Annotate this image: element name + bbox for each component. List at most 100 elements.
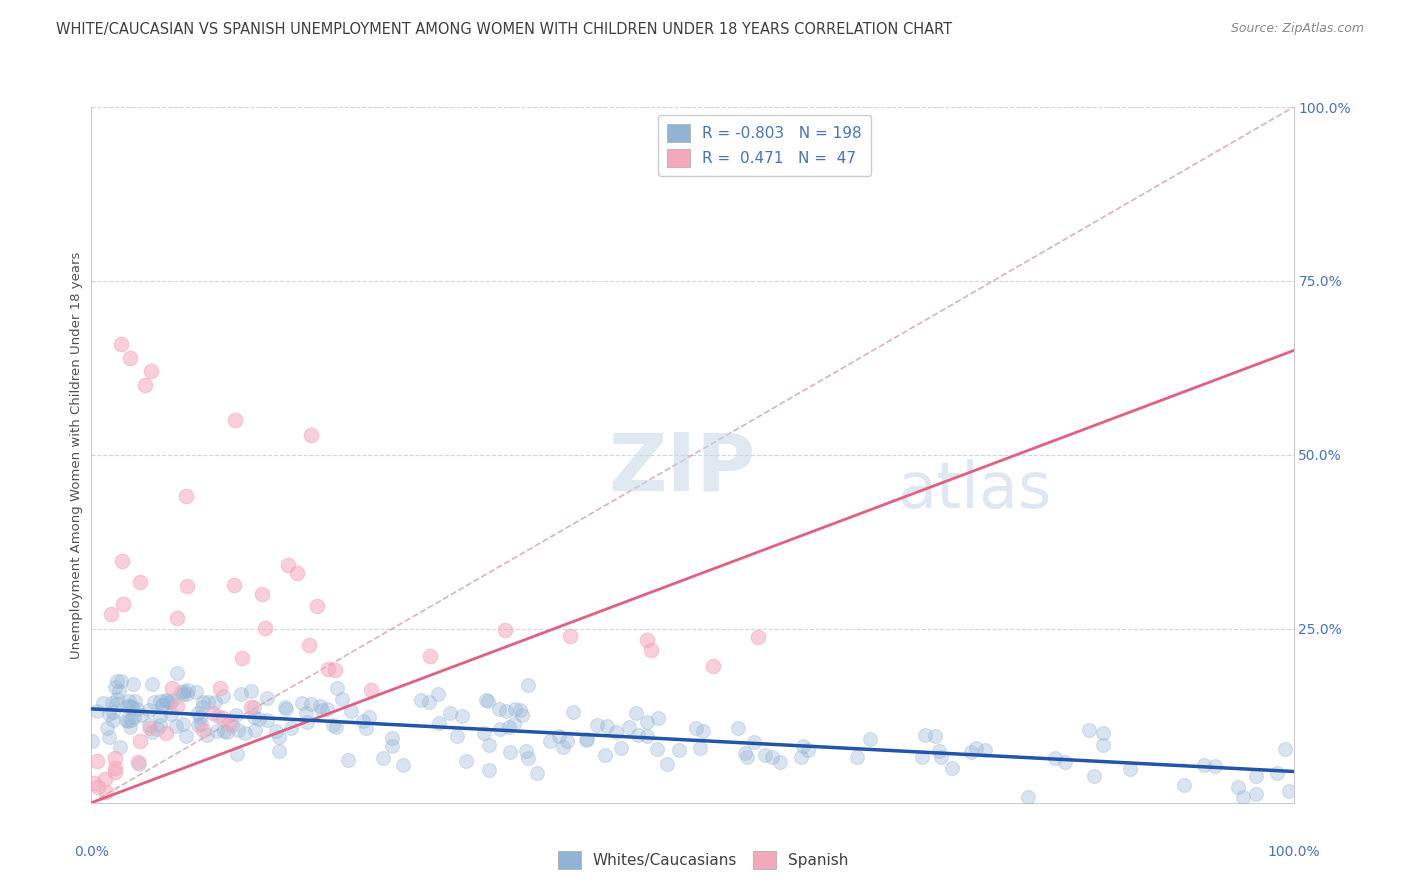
Point (212, 724, 235, 739)
Point (499, 745, 522, 759)
Point (152, 698, 174, 712)
Point (373, 750, 395, 764)
Point (240, 700, 263, 714)
Point (655, 756, 678, 771)
Point (162, 692, 184, 706)
Point (298, 639, 321, 653)
Point (97, 730, 120, 744)
Point (429, 716, 451, 731)
Point (316, 662, 339, 676)
Point (551, 740, 574, 755)
Point (155, 692, 177, 706)
Point (141, 364, 163, 378)
Point (149, 708, 172, 723)
Point (187, 717, 209, 731)
Point (494, 623, 516, 637)
Point (117, 694, 139, 708)
Point (322, 718, 344, 732)
Point (94, 772, 117, 786)
Point (1192, 758, 1215, 772)
Point (575, 733, 598, 747)
Point (1274, 741, 1296, 756)
Point (269, 730, 291, 744)
Point (120, 713, 142, 727)
Point (845, 750, 868, 764)
Point (1053, 755, 1076, 769)
Point (557, 734, 579, 748)
Point (761, 750, 783, 764)
Point (184, 685, 207, 699)
Point (226, 747, 249, 761)
Point (118, 698, 141, 713)
Point (526, 765, 548, 780)
Point (381, 739, 404, 754)
Point (291, 696, 314, 710)
Point (790, 750, 813, 764)
Point (451, 708, 474, 723)
Point (188, 710, 211, 724)
Point (446, 729, 468, 743)
Point (134, 378, 156, 392)
Point (931, 749, 953, 764)
Text: 100.0%: 100.0% (1267, 845, 1320, 858)
Point (1244, 787, 1267, 801)
Point (1078, 723, 1101, 737)
Point (191, 700, 214, 714)
Point (472, 725, 495, 739)
Point (177, 683, 200, 698)
Point (266, 723, 288, 738)
Point (149, 718, 172, 732)
Point (515, 744, 537, 758)
Point (315, 702, 337, 716)
Point (224, 413, 246, 427)
Point (174, 729, 197, 743)
Point (1173, 778, 1195, 792)
Point (418, 695, 440, 709)
Point (619, 720, 641, 734)
Point (274, 702, 297, 716)
Point (636, 632, 658, 647)
Point (101, 696, 124, 710)
Point (159, 707, 181, 722)
Point (1244, 769, 1267, 783)
Point (204, 695, 226, 709)
Y-axis label: Unemployment Among Women with Children Under 18 years: Unemployment Among Women with Children U… (70, 252, 83, 658)
Text: ZIP: ZIP (609, 430, 755, 508)
Point (141, 724, 163, 739)
Point (474, 693, 496, 707)
Point (1226, 780, 1249, 794)
Point (172, 717, 194, 731)
Point (122, 710, 145, 724)
Point (505, 702, 527, 716)
Point (735, 749, 758, 764)
Point (734, 747, 756, 761)
Point (108, 683, 131, 698)
Point (86, 754, 108, 768)
Point (277, 558, 299, 572)
Point (702, 659, 724, 673)
Point (502, 716, 524, 731)
Point (280, 721, 302, 735)
Point (110, 674, 132, 689)
Point (243, 710, 266, 724)
Text: atlas: atlas (897, 458, 1052, 521)
Point (274, 700, 297, 714)
Point (120, 720, 142, 734)
Point (111, 598, 134, 612)
Text: WHITE/CAUCASIAN VS SPANISH UNEMPLOYMENT AMONG WOMEN WITH CHILDREN UNDER 18 YEARS: WHITE/CAUCASIAN VS SPANISH UNEMPLOYMENT … (56, 22, 952, 37)
Point (129, 733, 152, 747)
Point (478, 764, 501, 778)
Point (627, 728, 650, 742)
Point (960, 745, 983, 759)
Point (1278, 784, 1301, 798)
Point (311, 703, 333, 717)
Point (160, 681, 183, 695)
Point (191, 723, 214, 737)
Point (668, 743, 690, 757)
Point (727, 721, 749, 735)
Point (645, 741, 668, 756)
Point (207, 709, 229, 723)
Point (1045, 751, 1067, 765)
Point (295, 706, 318, 720)
Point (419, 648, 441, 663)
